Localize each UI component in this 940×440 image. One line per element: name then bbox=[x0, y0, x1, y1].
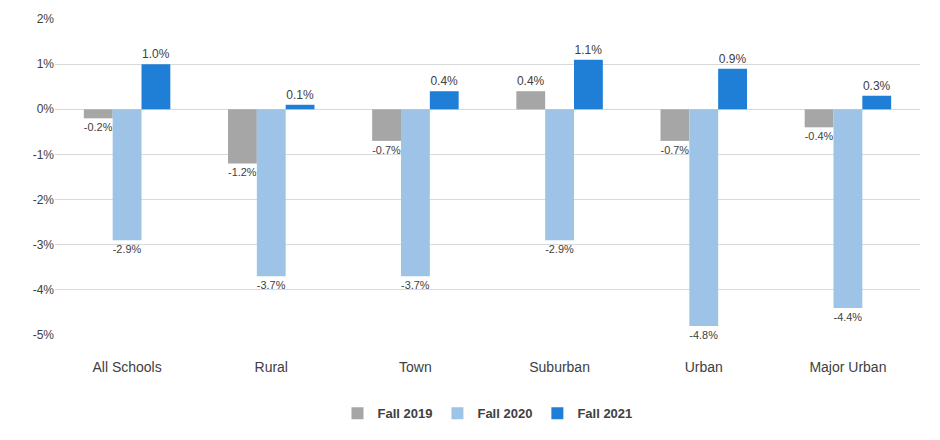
svg-text:-0.7%: -0.7% bbox=[661, 144, 690, 156]
svg-text:0.4%: 0.4% bbox=[430, 74, 458, 88]
svg-text:-2%: -2% bbox=[33, 193, 55, 207]
svg-text:Rural: Rural bbox=[255, 359, 288, 375]
svg-text:-3.7%: -3.7% bbox=[257, 279, 286, 291]
svg-text:-2.9%: -2.9% bbox=[113, 243, 142, 255]
svg-text:-4.4%: -4.4% bbox=[834, 311, 863, 323]
svg-text:0.4%: 0.4% bbox=[517, 74, 545, 88]
svg-text:-0.4%: -0.4% bbox=[805, 130, 834, 142]
svg-text:Fall 2021: Fall 2021 bbox=[577, 406, 632, 421]
svg-text:-4%: -4% bbox=[33, 283, 55, 297]
svg-text:0.3%: 0.3% bbox=[863, 79, 891, 93]
svg-text:All Schools: All Schools bbox=[92, 359, 161, 375]
svg-text:0.1%: 0.1% bbox=[286, 88, 314, 102]
svg-text:1.1%: 1.1% bbox=[575, 43, 603, 57]
svg-text:Fall 2019: Fall 2019 bbox=[378, 406, 433, 421]
svg-text:-3%: -3% bbox=[33, 238, 55, 252]
svg-text:Suburban: Suburban bbox=[529, 359, 590, 375]
svg-text:-0.2%: -0.2% bbox=[84, 121, 113, 133]
svg-text:Urban: Urban bbox=[685, 359, 723, 375]
svg-text:1.0%: 1.0% bbox=[142, 47, 170, 61]
svg-text:Major Urban: Major Urban bbox=[809, 359, 886, 375]
svg-text:Fall 2020: Fall 2020 bbox=[477, 406, 532, 421]
svg-text:-3.7%: -3.7% bbox=[401, 279, 430, 291]
svg-text:-1.2%: -1.2% bbox=[228, 166, 257, 178]
svg-text:2%: 2% bbox=[37, 12, 55, 26]
svg-text:-4.8%: -4.8% bbox=[689, 329, 718, 341]
svg-text:0%: 0% bbox=[37, 102, 55, 116]
svg-text:-2.9%: -2.9% bbox=[545, 243, 574, 255]
svg-text:0.9%: 0.9% bbox=[719, 52, 747, 66]
svg-text:-0.7%: -0.7% bbox=[372, 144, 401, 156]
svg-text:1%: 1% bbox=[37, 57, 55, 71]
svg-text:-5%: -5% bbox=[33, 328, 55, 342]
svg-text:-1%: -1% bbox=[33, 148, 55, 162]
svg-text:Town: Town bbox=[399, 359, 432, 375]
